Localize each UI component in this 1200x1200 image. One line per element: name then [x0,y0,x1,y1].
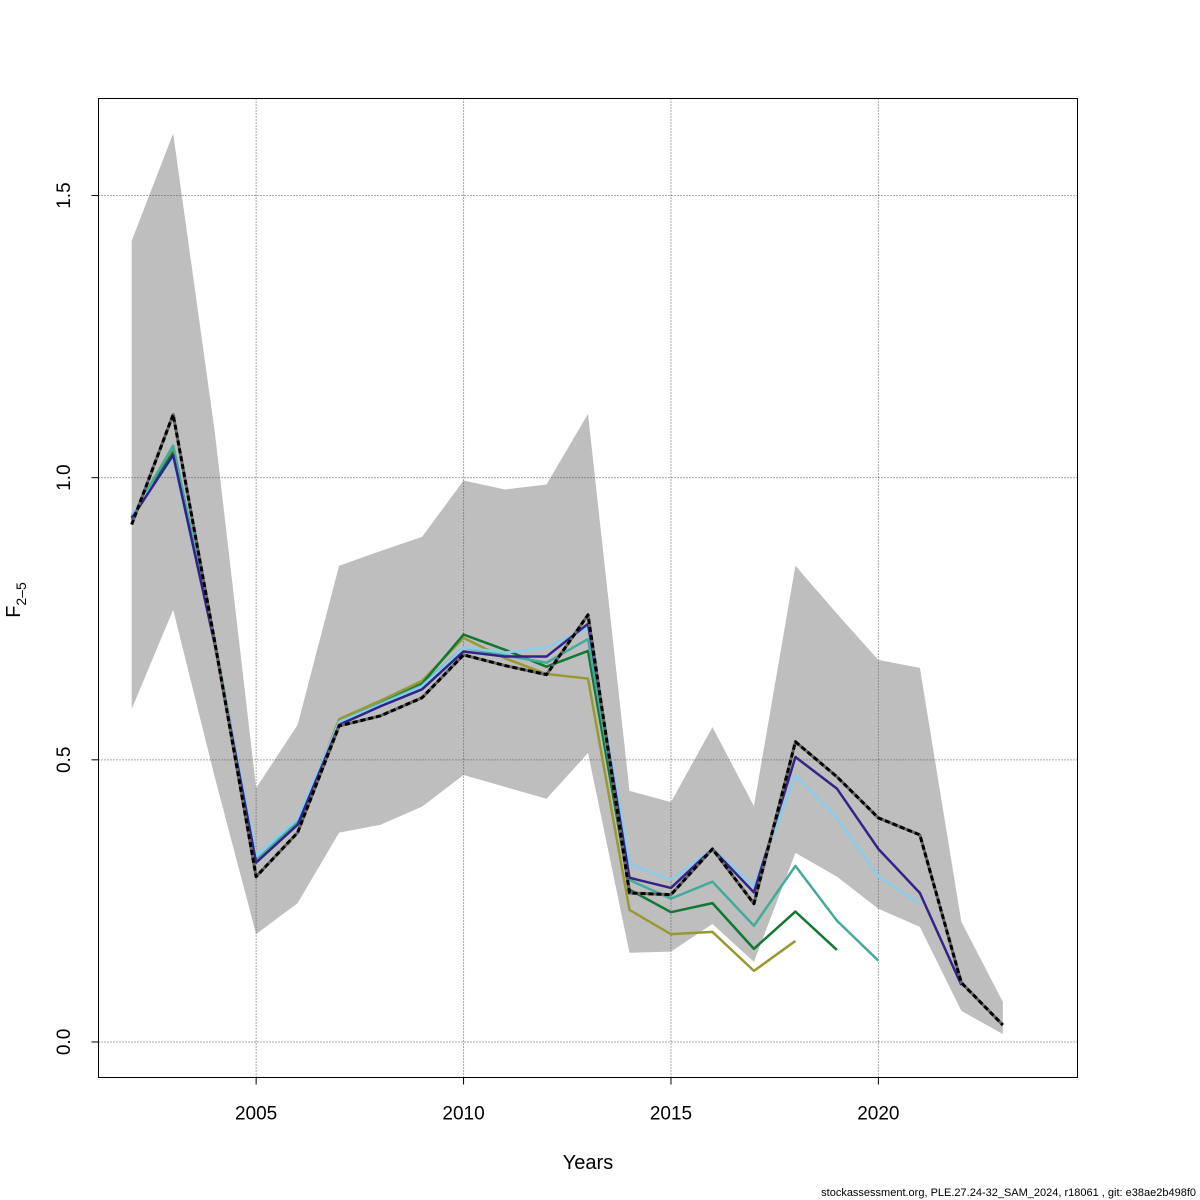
series-layer [130,412,1004,1027]
confidence-band [131,133,1003,1035]
y-tick-label: 1.0 [54,464,75,490]
series-line-retro-4 [130,456,921,905]
footer-source-text: stockassessment.org, PLE.27.24-32_SAM_20… [821,1187,1196,1199]
y-tick-label: 0.0 [54,1029,75,1055]
series-line-retro-5 [130,453,963,986]
x-tick-label: 2015 [650,1104,692,1125]
plot-frame [98,98,1078,1078]
x-tick-label: 2005 [235,1104,277,1125]
series-line-final [130,412,1004,1027]
x-axis-title: Years [563,1152,613,1174]
y-tick-label: 1.5 [54,182,75,208]
y-axis-ticks: 0.0 0.5 1.0 1.5 [54,182,99,1055]
x-axis-ticks: 2005 2010 2015 2020 [235,1077,900,1125]
grid-layer [98,98,1078,1078]
y-axis-title-subscript: 2–5 [13,582,29,606]
x-tick-label: 2010 [442,1104,484,1125]
y-axis-title: F2–5 [3,582,29,618]
x-tick-label: 2020 [857,1104,899,1125]
y-axis-title-main: F [3,606,25,618]
y-tick-label: 0.5 [54,747,75,773]
confidence-band-layer [131,133,1003,1035]
